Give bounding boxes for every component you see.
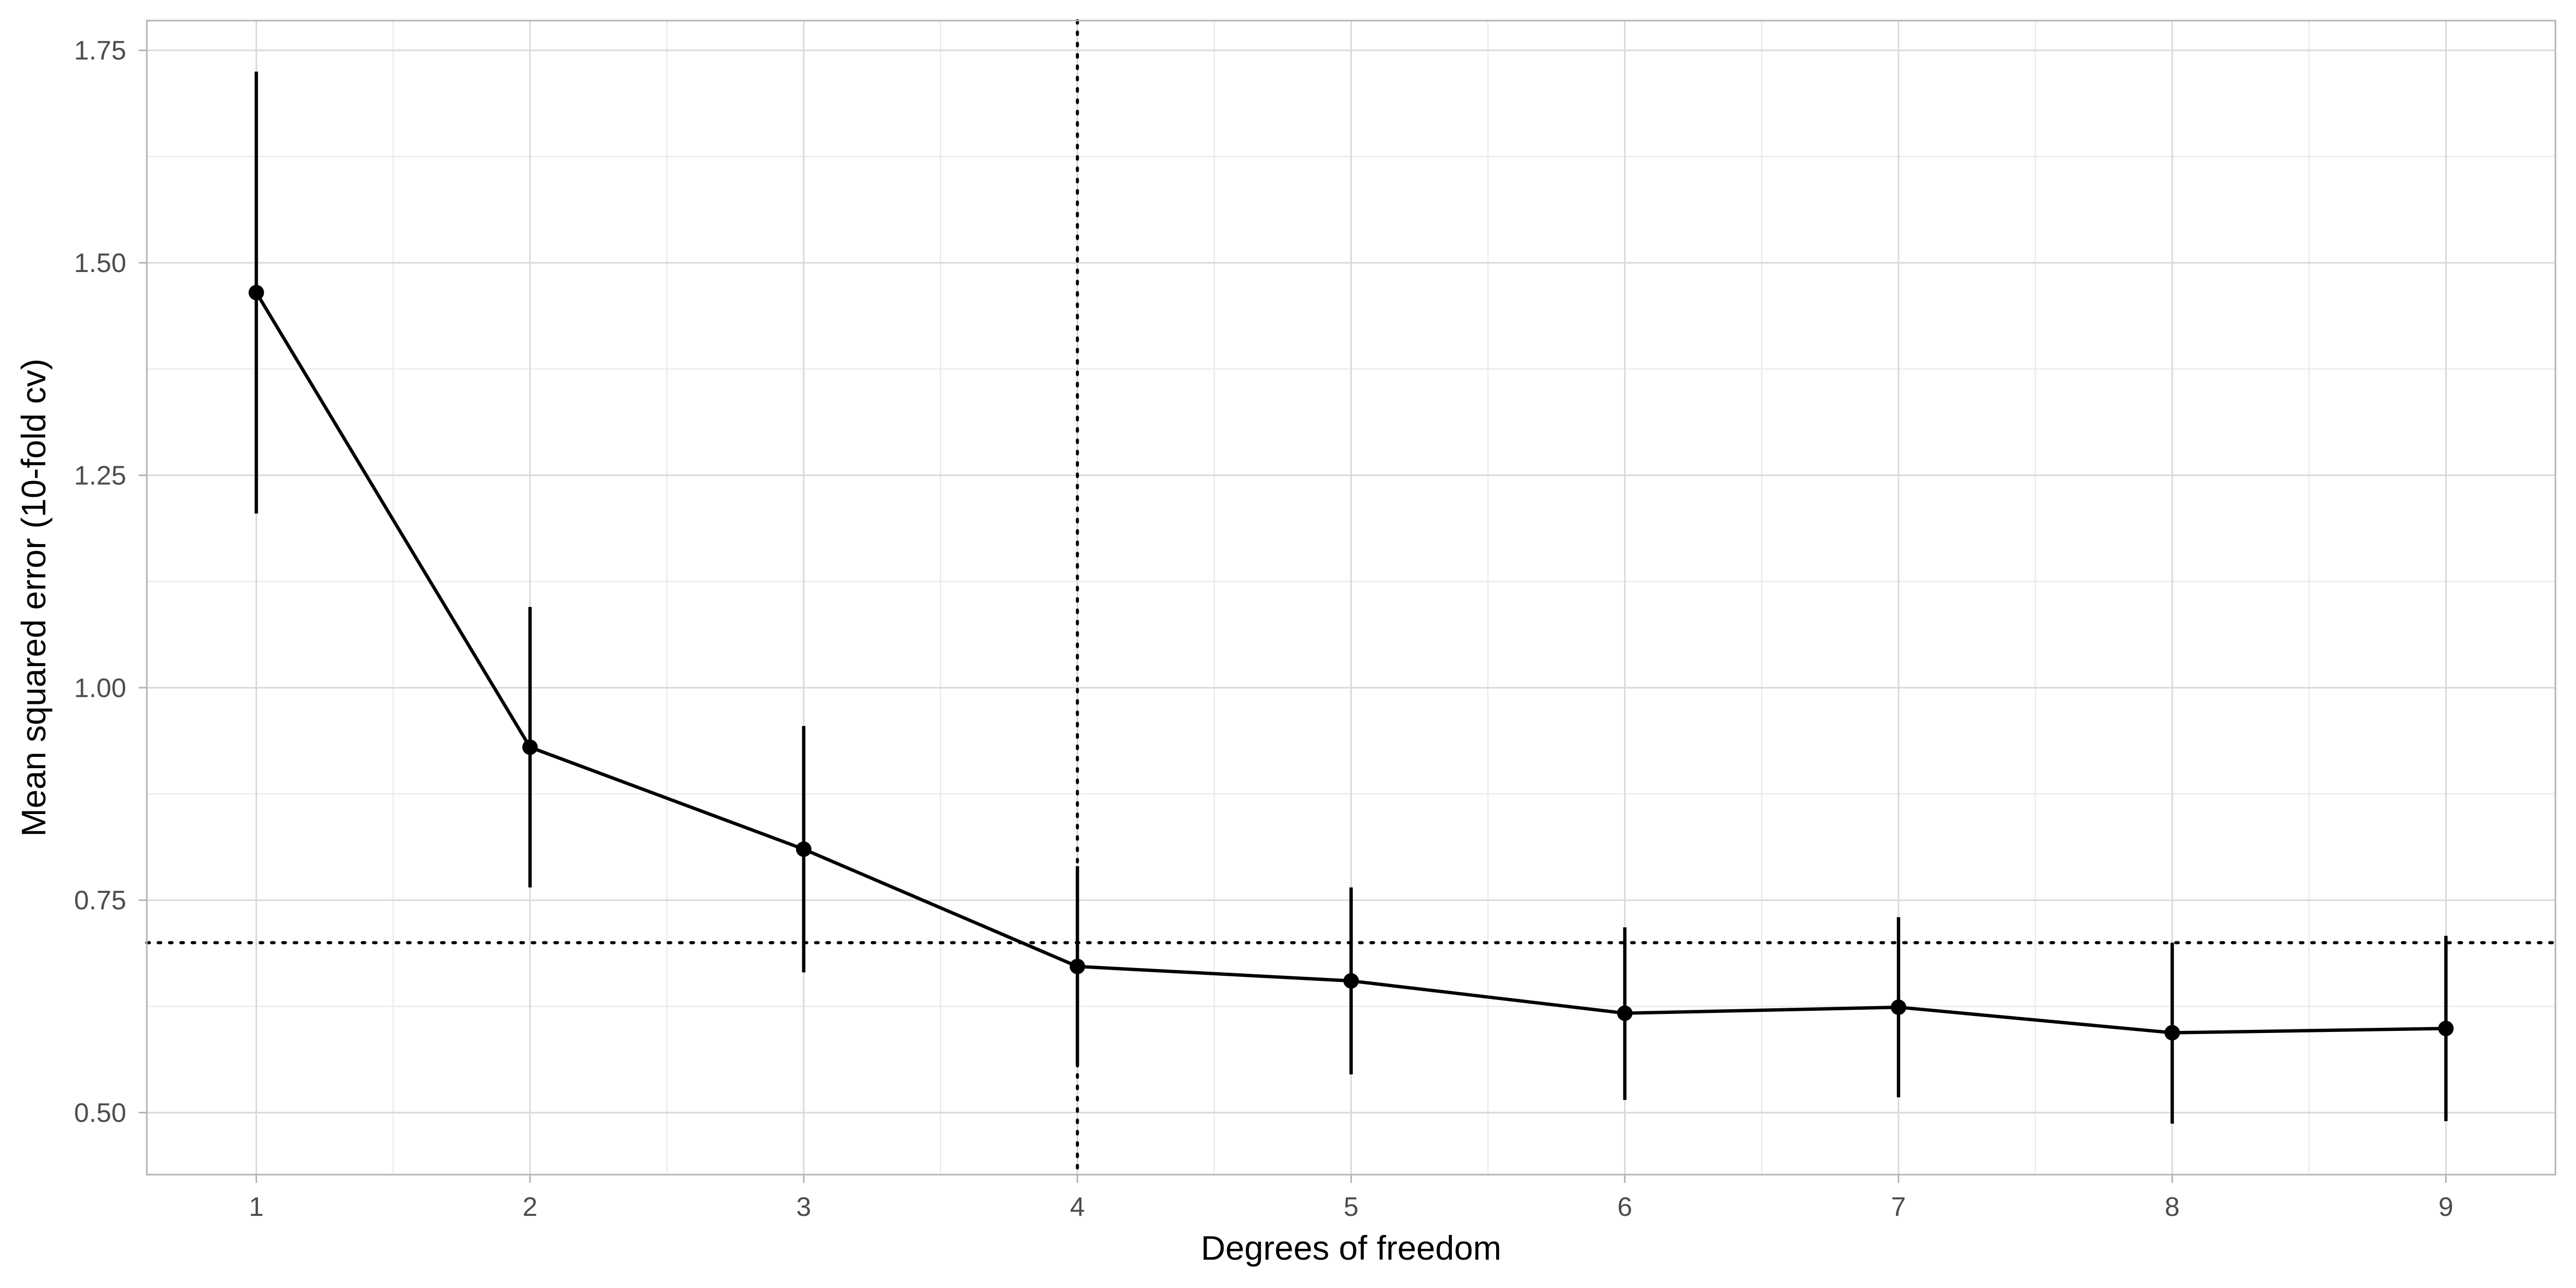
data-point — [1617, 1005, 1633, 1021]
x-tick-label: 4 — [1070, 1192, 1085, 1222]
data-marks — [248, 71, 2454, 1124]
y-axis-ticks: 0.50 0.75 1.00 1.25 1.50 1.75 — [74, 36, 147, 1128]
data-point — [1343, 973, 1359, 989]
y-tick-label: 1.00 — [74, 673, 126, 703]
data-point — [796, 841, 811, 857]
x-tick-label: 3 — [796, 1192, 811, 1222]
y-tick-label: 1.25 — [74, 461, 126, 490]
x-axis-title: Degrees of freedom — [1201, 1229, 1501, 1267]
data-point — [2164, 1025, 2180, 1041]
data-point — [248, 284, 264, 300]
x-tick-label: 8 — [2165, 1192, 2180, 1222]
x-axis-ticks: 1 2 3 4 5 6 7 8 9 — [249, 1175, 2453, 1222]
x-tick-label: 2 — [522, 1192, 537, 1222]
x-tick-label: 5 — [1344, 1192, 1359, 1222]
y-tick-label: 0.50 — [74, 1098, 126, 1128]
data-point — [1891, 999, 1906, 1015]
data-point — [522, 739, 538, 755]
y-tick-label: 0.75 — [74, 886, 126, 916]
x-tick-label: 7 — [1891, 1192, 1906, 1222]
data-point — [2438, 1021, 2454, 1037]
y-tick-label: 1.75 — [74, 36, 126, 66]
data-point — [1070, 958, 1086, 974]
y-tick-label: 1.50 — [74, 248, 126, 278]
x-tick-label: 1 — [249, 1192, 264, 1222]
x-tick-label: 6 — [1617, 1192, 1632, 1222]
x-tick-label: 9 — [2438, 1192, 2453, 1222]
y-axis-title: Mean squared error (10-fold cv) — [14, 359, 53, 837]
